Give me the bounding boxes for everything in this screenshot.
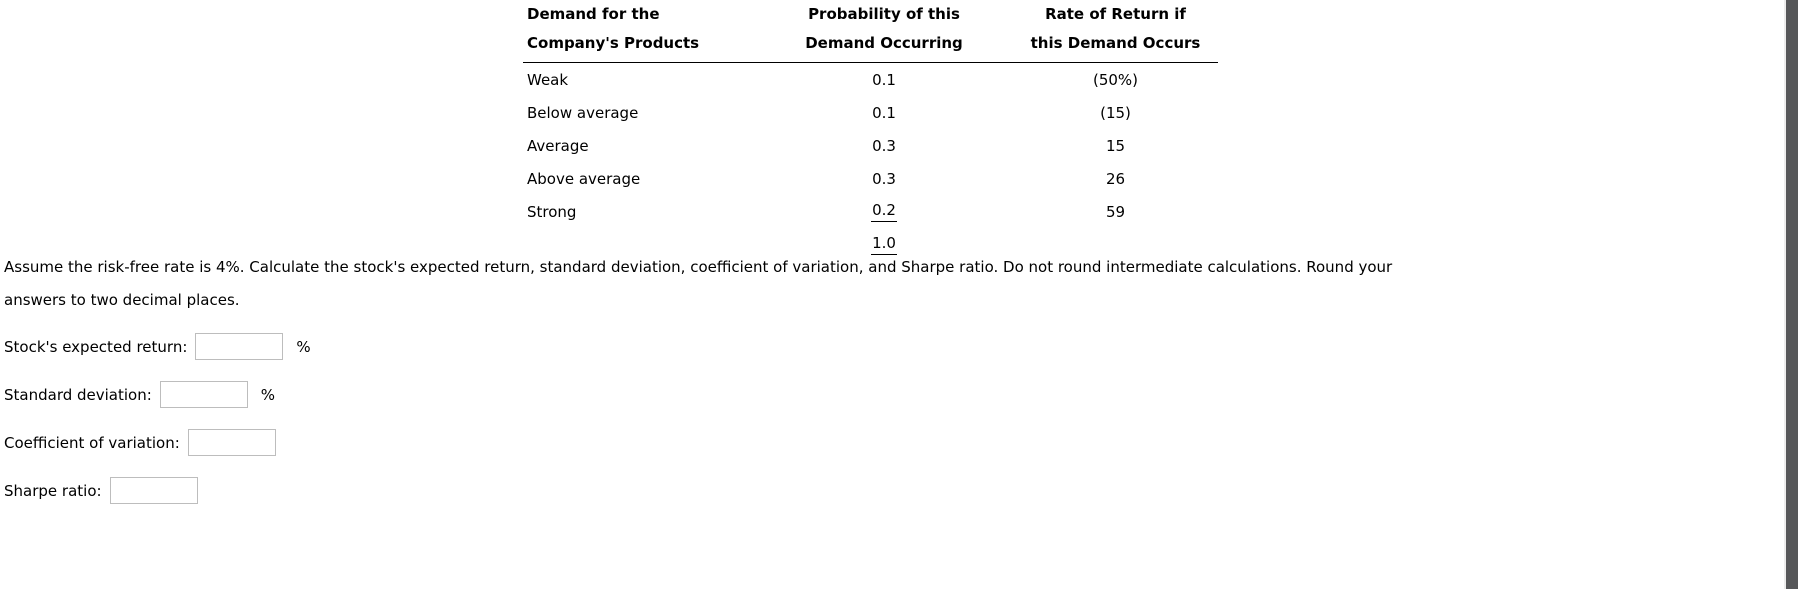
header-demand-line2: Company's Products [527, 34, 700, 52]
sharpe-ratio-label: Sharpe ratio: [4, 481, 102, 500]
table-row: Above average 0.3 26 [523, 162, 1218, 195]
scrollbar[interactable] [1784, 0, 1798, 589]
sharpe-ratio-input[interactable] [109, 477, 198, 504]
probability-cell: 0.3 [872, 169, 896, 188]
question-text: Assume the risk-free rate is 4%. Calcula… [4, 251, 1774, 317]
standard-deviation-suffix: % [260, 385, 276, 404]
expected-return-row: Stock's expected return: % [4, 333, 311, 360]
demand-cell: Below average [527, 103, 639, 122]
header-rate-line1: Rate of Return if [1045, 5, 1186, 23]
rate-cell: 59 [1105, 202, 1126, 221]
standard-deviation-label: Standard deviation: [4, 385, 152, 404]
table-row: Weak 0.1 (50%) [523, 63, 1218, 97]
question-text-line1: Assume the risk-free rate is 4%. Calcula… [4, 258, 1393, 276]
coefficient-of-variation-input[interactable] [187, 429, 276, 456]
sharpe-ratio-row: Sharpe ratio: [4, 477, 311, 504]
probability-total-cell: 1.0 [755, 228, 1013, 261]
demand-cell: Weak [527, 70, 569, 89]
expected-return-suffix: % [296, 337, 311, 356]
probability-cell: 0.1 [872, 103, 896, 122]
expected-return-label: Stock's expected return: [4, 337, 188, 356]
header-probability-line1: Probability of this [808, 5, 960, 23]
standard-deviation-row: Standard deviation: % [4, 381, 311, 408]
header-demand-line1: Demand for the [527, 5, 660, 23]
answer-fields: Stock's expected return: % Standard devi… [4, 333, 311, 504]
rate-cell: (15) [1100, 103, 1131, 122]
probability-underlined-value: 0.2 [871, 201, 897, 222]
table-header-row: Demand for the Company's Products Probab… [523, 0, 1218, 63]
standard-deviation-input[interactable] [159, 381, 248, 408]
expected-return-input[interactable] [195, 333, 284, 360]
rate-cell: 15 [1105, 136, 1126, 155]
table-row: Strong 0.2 59 [523, 195, 1218, 228]
table-row: Below average 0.1 (15) [523, 96, 1218, 129]
rate-cell: (50%) [1092, 70, 1139, 89]
demand-cell: Above average [527, 169, 641, 188]
probability-total-value: 1.0 [871, 234, 897, 255]
probability-cell: 0.1 [872, 70, 896, 89]
table-row: Average 0.3 15 [523, 129, 1218, 162]
header-rate-line2: this Demand Occurs [1030, 34, 1201, 52]
rate-cell: 26 [1105, 169, 1126, 188]
coefficient-of-variation-row: Coefficient of variation: [4, 429, 311, 456]
header-probability-line2: Demand Occurring [805, 34, 963, 52]
header-probability: Probability of this Demand Occurring [755, 0, 1013, 63]
header-rate: Rate of Return if this Demand Occurs [1013, 0, 1218, 63]
demand-cell: Average [527, 136, 589, 155]
coefficient-of-variation-label: Coefficient of variation: [4, 433, 180, 452]
question-text-line2: answers to two decimal places. [4, 291, 240, 309]
demand-cell: Strong [527, 202, 577, 221]
probability-cell: 0.2 [755, 195, 1013, 228]
header-demand: Demand for the Company's Products [523, 0, 755, 63]
probability-cell: 0.3 [872, 136, 896, 155]
returns-table: Demand for the Company's Products Probab… [523, 0, 1218, 261]
table-total-row: 1.0 [523, 228, 1218, 261]
